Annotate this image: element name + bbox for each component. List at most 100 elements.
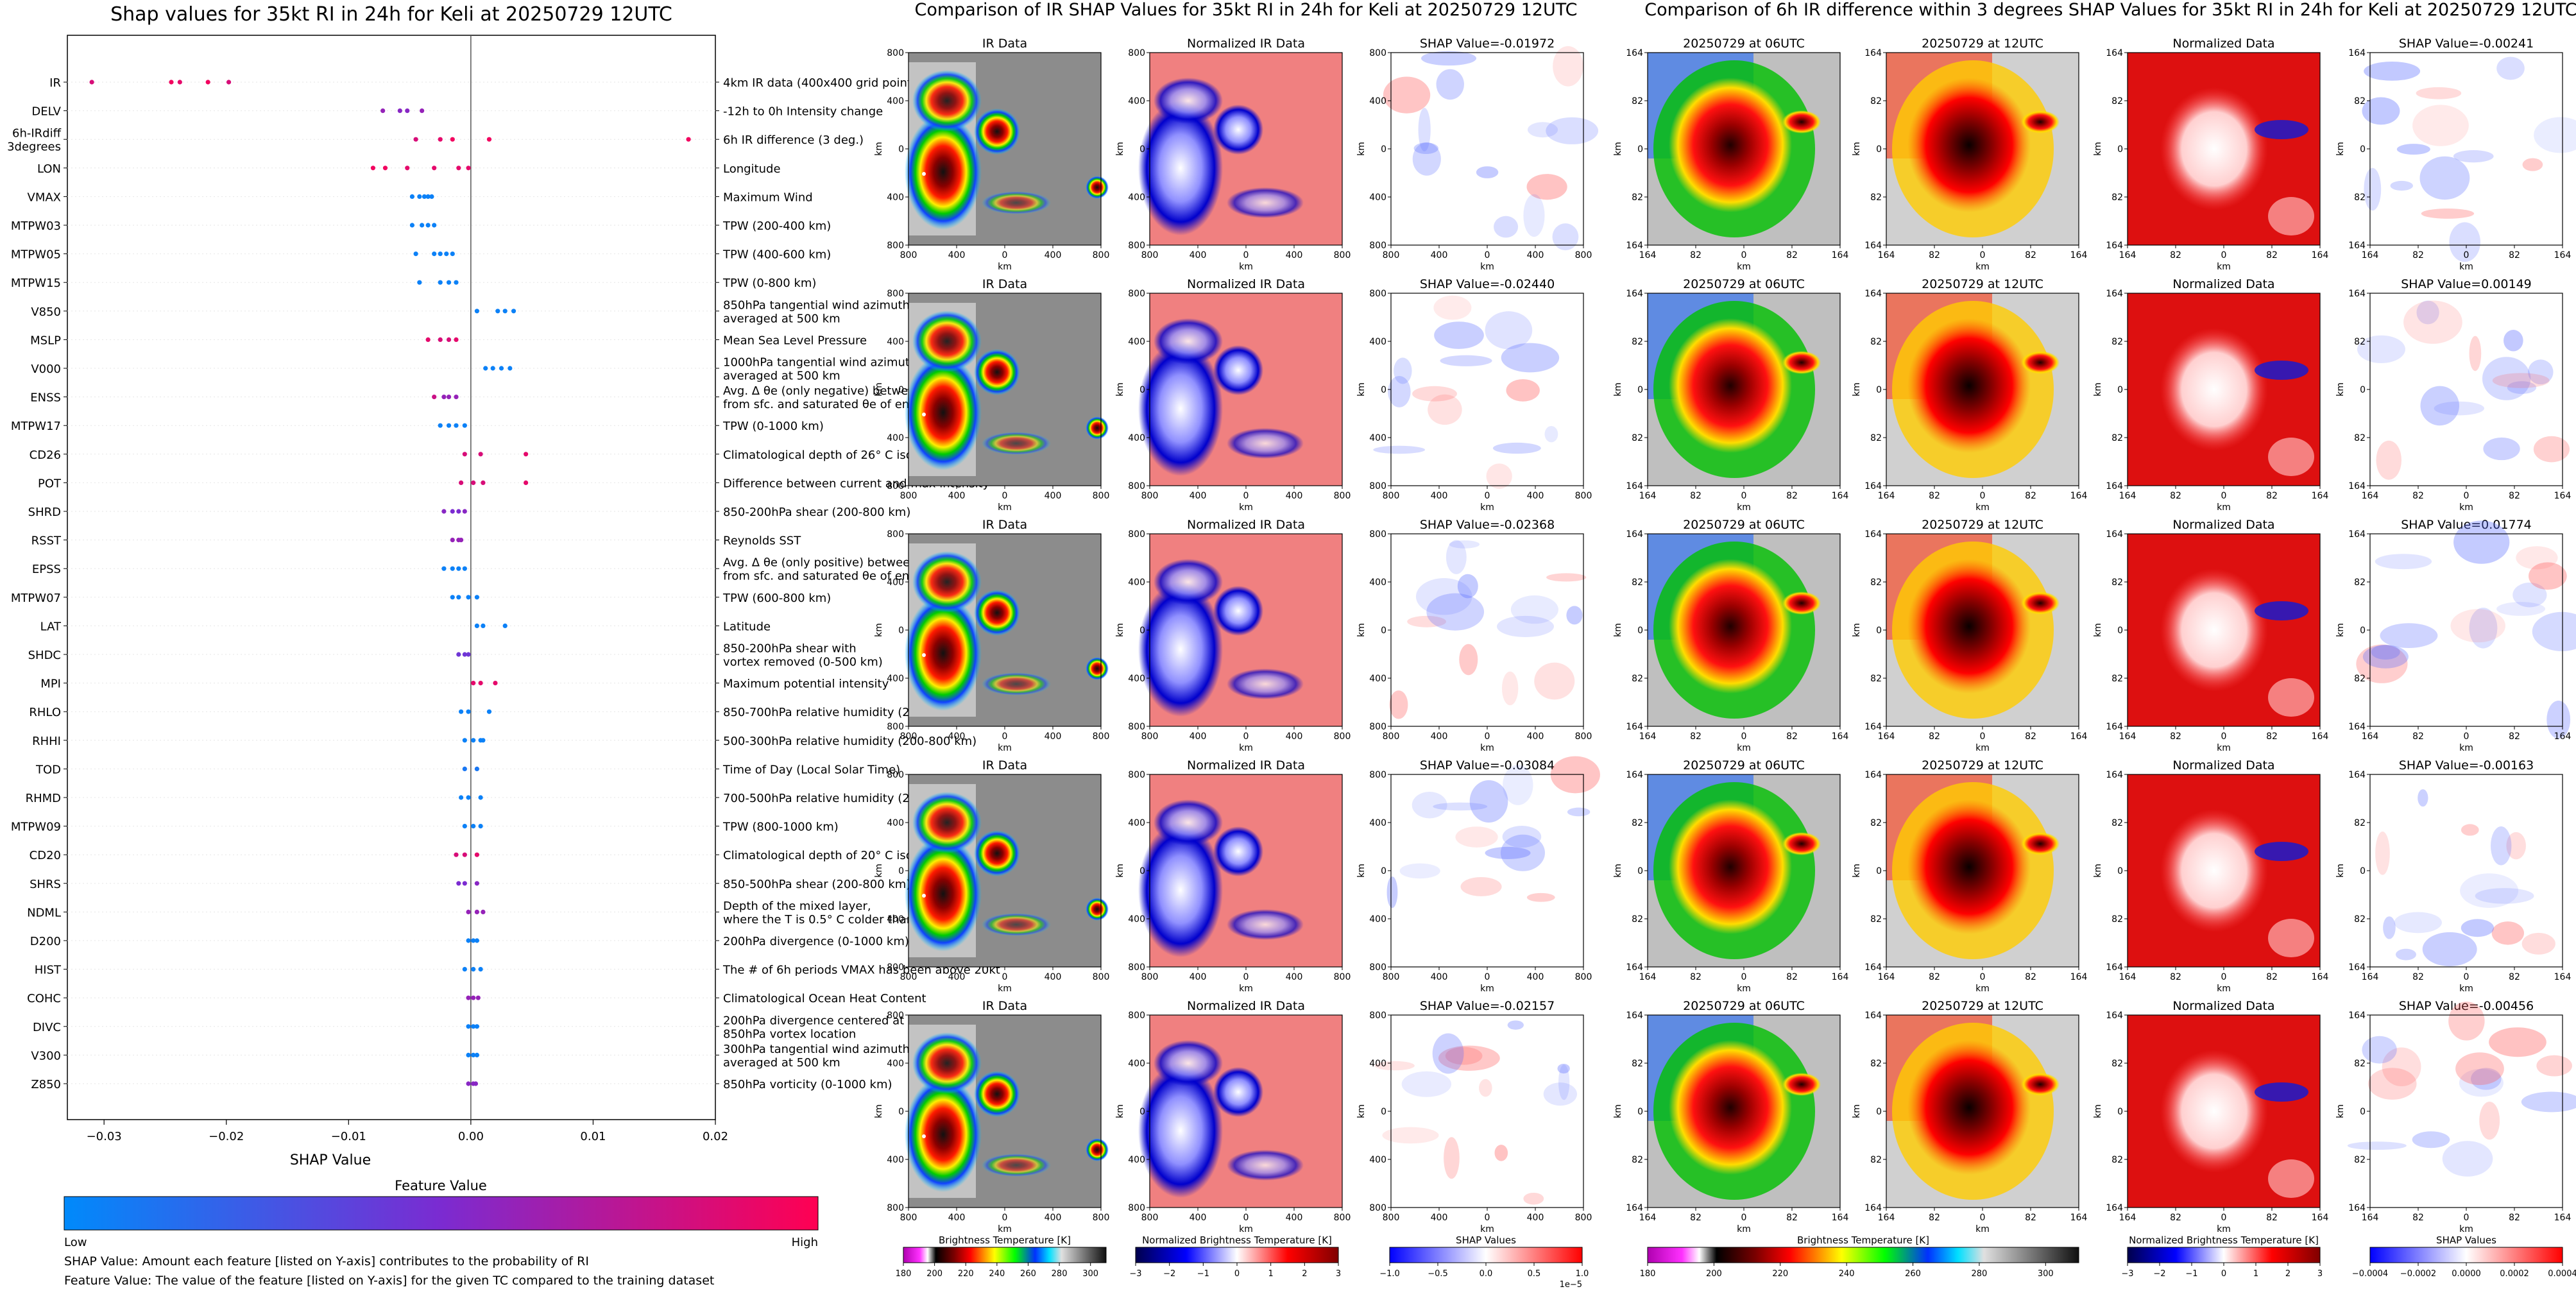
shap-point <box>450 252 455 257</box>
x-tick-label: 164 <box>2362 972 2379 982</box>
y-tick-label: 800 <box>1369 529 1386 540</box>
feature-row: RHMD 700-500hPa relative humidity (200-80… <box>26 792 977 805</box>
norm-blob-north <box>1154 318 1223 364</box>
y-tick-label: 400 <box>1128 577 1145 588</box>
shap-point <box>466 595 471 600</box>
normalized-ir-panel: Normalized IR Data8008004004000040040080… <box>1115 518 1351 753</box>
y-tick-label: 0 <box>2117 385 2123 395</box>
shap-point <box>459 538 464 543</box>
shap-point <box>370 166 376 171</box>
x-tick-label: 800 <box>1575 731 1592 742</box>
shap-point <box>471 738 476 743</box>
shap-point <box>413 137 418 142</box>
y-tick-label: 0 <box>1876 866 1882 876</box>
colorbar-high-label: High <box>792 1236 818 1249</box>
panel-title: 20250729 at 06UTC <box>1683 277 1805 291</box>
colorbar-label: Brightness Temperature [K] <box>1797 1234 1929 1246</box>
y-tick-label: 164 <box>1864 289 1882 299</box>
y-tick-label: 400 <box>887 818 904 828</box>
shap-point <box>454 337 459 343</box>
shap-point <box>466 1052 471 1057</box>
y-tick-label: 82 <box>1632 577 1643 588</box>
shap-blob <box>1552 223 1579 251</box>
x-tick-label: 0 <box>2221 250 2227 260</box>
y-tick-label: 0 <box>2360 626 2366 636</box>
shap-point <box>524 480 529 486</box>
shap-point <box>475 995 481 1000</box>
ir-06utc-panel: 20250729 at 06UTC1641648282008282164164k… <box>1613 758 1848 994</box>
shap-blob <box>2532 611 2576 651</box>
x-tick-label: 0 <box>2464 731 2469 742</box>
x-axis-label: km <box>1975 502 1990 513</box>
y-tick-label: 82 <box>2111 337 2123 347</box>
y-tick-label: 400 <box>1128 914 1145 925</box>
y-axis-label: km <box>1356 142 1367 156</box>
x-tick-label: 800 <box>1093 491 1110 501</box>
panel-title: IR Data <box>982 37 1027 51</box>
x-tick-label: 164 <box>1832 250 1849 260</box>
x-tick-label: 82 <box>1929 1213 1940 1223</box>
y-tick-label: 400 <box>887 1155 904 1165</box>
x-tick-label: 400 <box>1527 491 1544 501</box>
y-axis-label: km <box>2335 142 2346 156</box>
y-tick-label: 164 <box>2348 962 2366 973</box>
y-tick-label: 164 <box>2348 529 2366 540</box>
ir-shap-panel: SHAP Value=-0.03084800800400400004004008… <box>1356 756 1600 994</box>
shap-blob <box>2503 330 2523 352</box>
shap-blob <box>1510 595 1558 624</box>
norm-blob-center <box>1213 826 1263 876</box>
y-tick-label: 0 <box>898 144 904 155</box>
shap-point <box>462 881 467 886</box>
x-tick-label: 164 <box>2119 1213 2137 1223</box>
shap-blob <box>1420 51 1477 66</box>
y-tick-label: 82 <box>1870 914 1882 925</box>
x-axis-label: km <box>1480 984 1494 994</box>
colorbar-tick-label: 0.0004 <box>2548 1269 2576 1279</box>
y-tick-label: 82 <box>2354 96 2366 107</box>
shap-blob <box>2533 436 2570 463</box>
x-tick-label: 164 <box>2312 972 2329 982</box>
x-axis-label: km <box>1975 743 1990 753</box>
colorbar-tick-label: 2 <box>1302 1269 1307 1279</box>
feature-row: TOD Time of Day (Local Solar Time) <box>35 763 900 776</box>
shap-blob <box>1444 1137 1460 1179</box>
x-axis-label: km <box>1975 984 1990 994</box>
panel-title: SHAP Value=0.01774 <box>2401 518 2532 532</box>
shap-blob <box>2489 1027 2546 1057</box>
y-axis-label: km <box>1613 623 1623 637</box>
shap-blob <box>1567 807 1591 817</box>
y-tick-label: 400 <box>1128 96 1145 107</box>
shap-blob <box>1543 1082 1577 1106</box>
feature-description: 850-500hPa shear (200-800 km) <box>723 878 910 891</box>
feature-row: MPI Maximum potential intensity <box>40 678 889 691</box>
colorbar-tick-label: 260 <box>1020 1269 1036 1279</box>
feature-row: DELV -12h to 0h Intensity change <box>31 105 883 119</box>
shap-blob <box>1383 76 1431 114</box>
x-axis-label: km <box>1239 743 1253 753</box>
y-axis-label: km <box>1115 1104 1125 1118</box>
y-axis-label: km <box>874 864 884 878</box>
y-tick-label: 82 <box>2354 577 2366 588</box>
x-tick-label: 164 <box>1878 250 1895 260</box>
shap-point <box>502 623 508 629</box>
shap-blob <box>1546 117 1599 144</box>
shap-point <box>438 137 443 142</box>
feature-row: VMAX Maximum Wind <box>28 191 813 204</box>
shap-blob <box>1494 1145 1508 1161</box>
y-axis-label: km <box>1115 623 1125 637</box>
feature-description: Climatological Ocean Heat Content <box>723 992 926 1005</box>
shap-blob <box>2419 156 2470 200</box>
panel-title: IR Data <box>982 758 1027 773</box>
y-tick-label: 0 <box>2360 385 2366 395</box>
x-tick-label: 400 <box>1431 250 1448 260</box>
shap-blob <box>2450 609 2505 643</box>
shap-blob <box>1426 593 1485 631</box>
x-tick-label: 164 <box>2362 250 2379 260</box>
feature-row: LAT Latitude <box>40 620 771 633</box>
panel-title: Normalized Data <box>2172 277 2274 291</box>
feature-row: EPSS Avg. Δ θe (only positive) between pa… <box>32 556 1002 583</box>
diff-shap-panel: SHAP Value=-0.00456164164828200828216416… <box>2335 999 2576 1234</box>
y-tick-label: 400 <box>1128 1059 1145 1069</box>
y-tick-label: 400 <box>1128 433 1145 443</box>
